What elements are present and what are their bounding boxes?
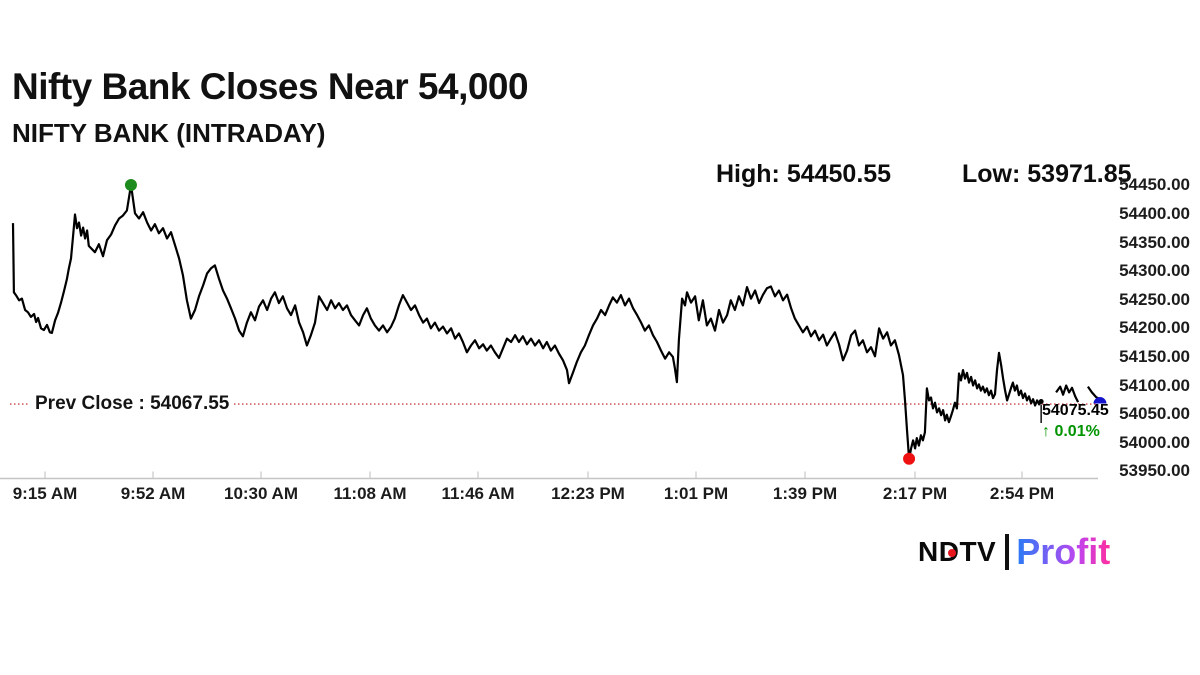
x-axis-label: 2:54 PM <box>989 484 1055 503</box>
y-axis-label: 54450.00 <box>1119 175 1190 195</box>
y-axis-label: 54300.00 <box>1119 261 1190 281</box>
prev-close-label: Prev Close : 54067.55 <box>30 392 235 416</box>
y-axis-label: 54000.00 <box>1119 432 1190 452</box>
y-axis-label: 54350.00 <box>1119 232 1190 252</box>
ndtv-logo: NDTV <box>918 536 996 568</box>
x-axis-label: 12:23 PM <box>551 484 625 503</box>
x-axis-label: 11:46 AM <box>441 484 515 503</box>
percent-change-label: ↑ 0.01% <box>1042 423 1100 440</box>
x-axis-label: 1:01 PM <box>663 484 729 503</box>
ndtv-logo-text: NDTV <box>918 536 997 567</box>
y-axis-label: 54100.00 <box>1119 375 1190 395</box>
high-value-label: High: 54450.55 <box>716 160 892 188</box>
last-price-label: 54075.45 <box>1042 402 1109 419</box>
high-marker-dot <box>124 178 137 191</box>
low-marker-dot <box>903 452 916 465</box>
x-axis-label: 2:17 PM <box>882 484 948 503</box>
x-axis-label: 9:15 AM <box>12 484 78 503</box>
ndtv-profit-logo: NDTV Profit <box>918 530 1110 574</box>
low-value-label: Low: 53971.85 <box>962 160 1132 188</box>
x-axis-label: 9:52 AM <box>120 484 186 503</box>
x-axis-label: 10:30 AM <box>223 484 298 503</box>
chart-subtitle: NIFTY BANK (INTRADAY) <box>12 118 326 148</box>
y-axis-label: 54050.00 <box>1119 404 1190 424</box>
ndtv-red-dot-icon <box>948 549 956 557</box>
profit-logo-text: Profit <box>1016 531 1111 572</box>
x-axis-label: 1:39 PM <box>772 484 838 503</box>
y-axis-label: 53950.00 <box>1119 461 1190 481</box>
y-axis-label: 54250.00 <box>1119 289 1190 309</box>
x-axis-label: 11:08 AM <box>333 484 407 503</box>
page-title: Nifty Bank Closes Near 54,000 <box>12 66 529 107</box>
y-axis-label: 54400.00 <box>1119 203 1190 223</box>
segment-end-dot <box>1038 399 1044 405</box>
y-axis-label: 54150.00 <box>1119 346 1190 366</box>
last-price-marker <box>1093 397 1107 404</box>
logo-divider <box>1005 534 1010 570</box>
price-line <box>11 183 1101 460</box>
y-axis-label: 54200.00 <box>1119 318 1190 338</box>
